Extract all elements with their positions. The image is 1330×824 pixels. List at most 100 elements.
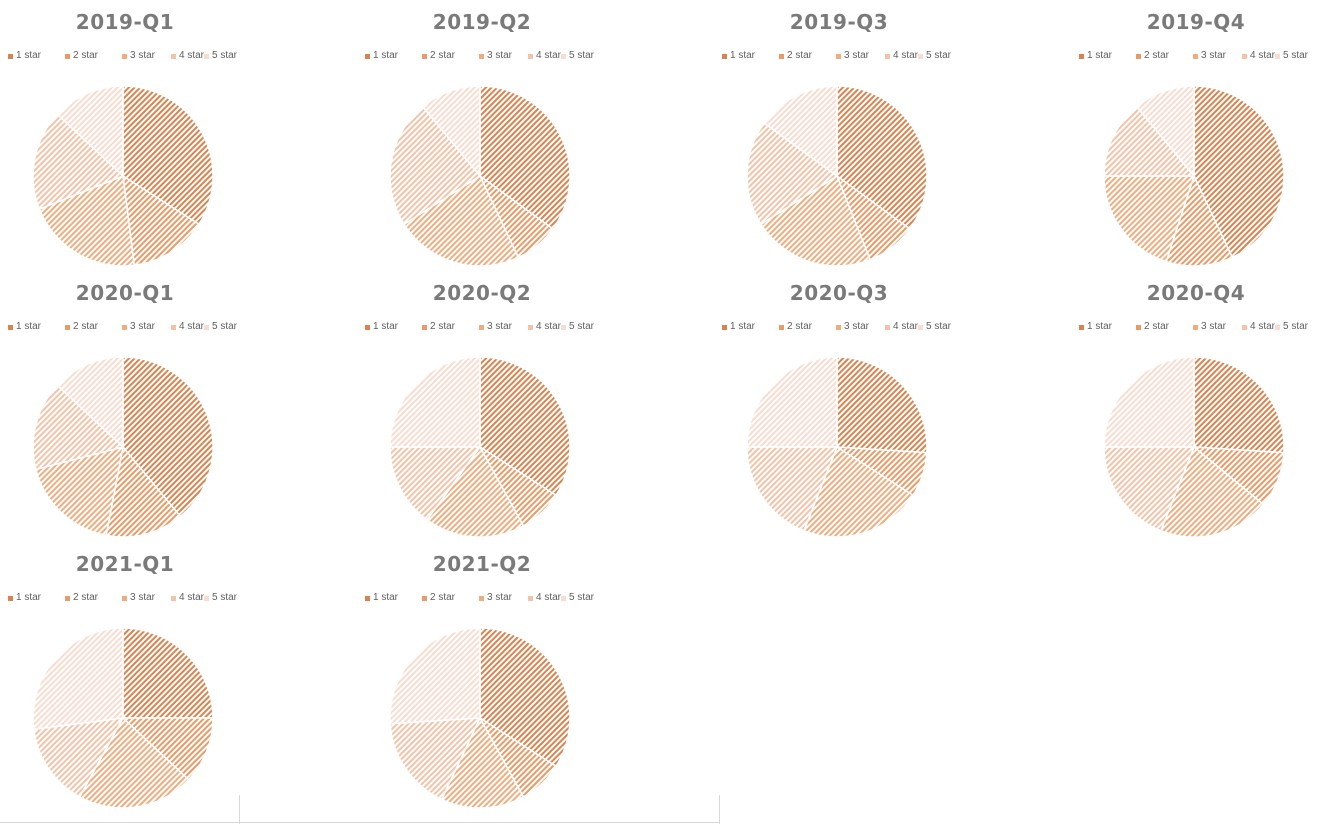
pie-slice (32, 627, 124, 731)
pie-slice (1165, 173, 1234, 267)
legend-label: 3 star (487, 50, 513, 61)
pie-slice (479, 85, 571, 230)
legend-swatch (1275, 325, 1280, 330)
legend-label: 4 star (179, 50, 205, 61)
legend-swatch (65, 596, 70, 601)
pie-chart-panel: 2021-Q1 1 star 2 star 3 star 4 star 5 star (0, 542, 250, 813)
pie-chart (746, 85, 928, 267)
legend-label: 5 star (569, 50, 595, 61)
legend-swatch (479, 54, 484, 59)
legend-label: 1 star (730, 321, 756, 332)
legend-label: 3 star (130, 321, 156, 332)
chart-title: 2020-Q1 (75, 281, 175, 305)
pie-slice (122, 627, 214, 719)
legend-label: 4 star (179, 592, 205, 603)
pie-slice (389, 356, 481, 448)
pie-slice (56, 356, 124, 449)
legend-label: 3 star (487, 592, 513, 603)
legend-label: 2 star (73, 50, 99, 61)
legend-swatch (204, 54, 209, 59)
pie-slice (802, 445, 915, 538)
pie-chart (389, 627, 571, 809)
pie-slice (105, 445, 182, 538)
legend-label: 3 star (844, 50, 870, 61)
legend-swatch (1242, 54, 1247, 59)
legend-label: 5 star (926, 321, 952, 332)
chart-title: 2019-Q1 (75, 10, 175, 34)
legend-swatch (365, 325, 370, 330)
legend-label: 1 star (16, 50, 42, 61)
legend-swatch (836, 325, 841, 330)
chart-title: 2020-Q3 (789, 281, 889, 305)
pie-slice (836, 356, 928, 454)
legend-label: 5 star (569, 592, 595, 603)
legend-swatch (122, 596, 127, 601)
pie-chart-panel: 2020-Q2 1 star 2 star 3 star 4 star 5 star (357, 271, 607, 542)
legend-swatch (528, 325, 533, 330)
legend-label: 1 star (1087, 50, 1113, 61)
legend-swatch (365, 54, 370, 59)
legend-swatch (885, 54, 890, 59)
chart-legend: 1 star 2 star 3 star 4 star 5 star (365, 49, 605, 63)
legend-swatch (479, 325, 484, 330)
pie-chart (389, 356, 571, 538)
pie-chart-panel: 2019-Q3 1 star 2 star 3 star 4 star 5 star (714, 0, 964, 271)
pie-slice (1193, 85, 1285, 259)
legend-swatch (479, 596, 484, 601)
pie-slice (389, 627, 481, 725)
legend-swatch (528, 596, 533, 601)
chart-legend: 1 star 2 star 3 star 4 star 5 star (8, 591, 248, 605)
pie-slice (32, 717, 125, 798)
pie-slice (1135, 85, 1195, 179)
legend-label: 4 star (179, 321, 205, 332)
pie-chart-panel: 2019-Q1 1 star 2 star 3 star 4 star 5 star (0, 0, 250, 271)
legend-label: 2 star (73, 592, 99, 603)
legend-label: 5 star (569, 321, 595, 332)
legend-swatch (918, 54, 923, 59)
legend-label: 4 star (893, 50, 919, 61)
legend-swatch (1193, 325, 1198, 330)
legend-swatch (65, 54, 70, 59)
legend-swatch (779, 54, 784, 59)
pie-chart-panel: 2019-Q2 1 star 2 star 3 star 4 star 5 star (357, 0, 607, 271)
legend-swatch (561, 325, 566, 330)
chart-legend: 1 star 2 star 3 star 4 star 5 star (722, 49, 962, 63)
legend-swatch (722, 54, 727, 59)
legend-swatch (1079, 54, 1084, 59)
legend-label: 5 star (212, 592, 238, 603)
pie-slice (1159, 445, 1265, 538)
legend-label: 5 star (212, 50, 238, 61)
legend-label: 1 star (373, 321, 399, 332)
pie-slice (389, 717, 482, 801)
legend-swatch (528, 54, 533, 59)
legend-label: 2 star (787, 321, 813, 332)
legend-label: 2 star (430, 321, 456, 332)
pie-slice (1103, 446, 1196, 532)
pie-slice (78, 716, 190, 809)
legend-swatch (204, 325, 209, 330)
legend-swatch (1193, 54, 1198, 59)
chart-legend: 1 star 2 star 3 star 4 star 5 star (365, 320, 605, 334)
legend-label: 2 star (73, 321, 99, 332)
legend-label: 3 star (130, 50, 156, 61)
legend-label: 2 star (430, 50, 456, 61)
legend-swatch (422, 54, 427, 59)
pie-slice (121, 717, 214, 781)
legend-label: 1 star (16, 321, 42, 332)
legend-label: 3 star (487, 321, 513, 332)
legend-swatch (561, 54, 566, 59)
legend-label: 3 star (844, 321, 870, 332)
pie-chart (1103, 356, 1285, 538)
chart-title: 2020-Q4 (1146, 281, 1246, 305)
pie-chart (32, 85, 214, 267)
pie-chart-panel: 2021-Q2 1 star 2 star 3 star 4 star 5 star (357, 542, 607, 813)
legend-label: 4 star (1250, 321, 1276, 332)
pie-chart-panel: 2019-Q4 1 star 2 star 3 star 4 star 5 star (1071, 0, 1321, 271)
pie-chart-panel: 2020-Q3 1 star 2 star 3 star 4 star 5 star (714, 271, 964, 542)
pie-slice (426, 445, 525, 538)
pie-slice (421, 85, 481, 179)
pie-slice (122, 174, 201, 267)
legend-label: 2 star (1144, 50, 1170, 61)
legend-swatch (1275, 54, 1280, 59)
